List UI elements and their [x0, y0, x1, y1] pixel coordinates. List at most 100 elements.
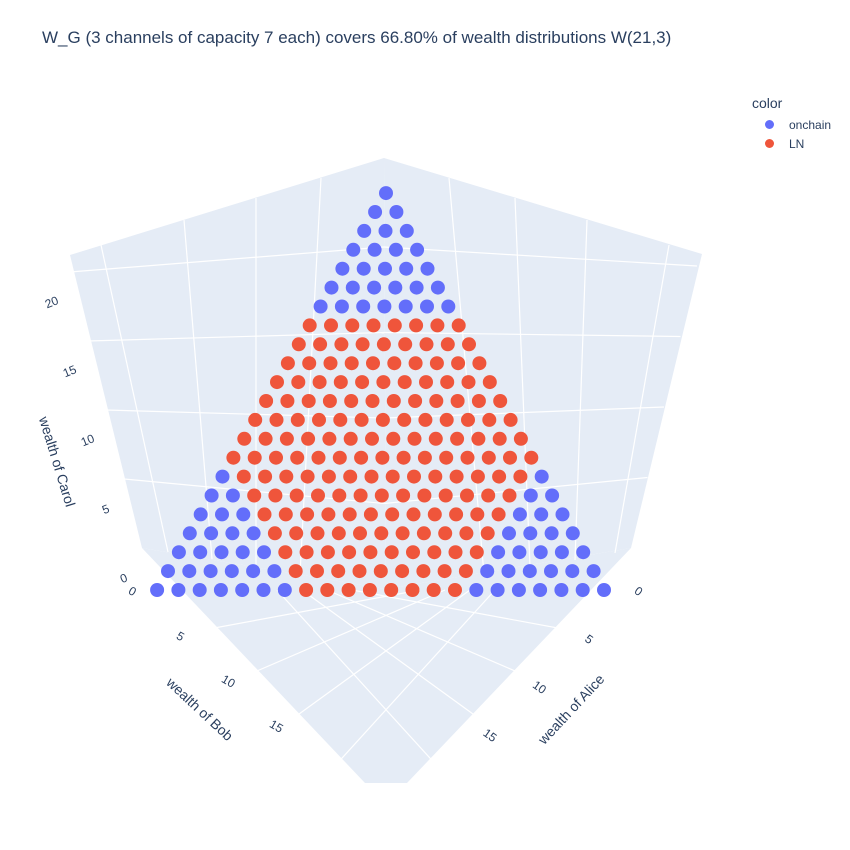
legend-title: color [752, 95, 783, 111]
point-ln [418, 412, 433, 427]
point-ln [375, 412, 390, 427]
legend-item-ln[interactable]: LN [752, 134, 831, 153]
point-ln [341, 583, 356, 597]
point-ln [437, 564, 452, 579]
gridline [287, 589, 471, 723]
point-onchain [502, 526, 516, 541]
gridline [351, 589, 575, 632]
point-onchain [224, 564, 239, 579]
point-onchain [545, 488, 560, 503]
point-ln [257, 507, 272, 522]
point-onchain [511, 583, 526, 597]
gridline [299, 177, 322, 575]
gridline [276, 589, 440, 769]
point-onchain [512, 545, 527, 560]
point-ln [362, 583, 377, 597]
point-ln [406, 545, 420, 560]
point-onchain [430, 280, 445, 295]
tick-label-carol: 0 [118, 570, 130, 586]
legend-item-onchain[interactable]: onchain [752, 115, 831, 134]
point-ln [280, 394, 295, 408]
point-ln [269, 412, 284, 427]
point-onchain [150, 583, 165, 597]
point-ln [503, 450, 517, 465]
point-ln [448, 583, 462, 597]
point-onchain [491, 545, 506, 560]
point-ln [342, 545, 357, 560]
point-onchain [213, 583, 228, 597]
point-ln [331, 526, 346, 541]
point-onchain [534, 507, 549, 522]
tick-label-carol: 20 [43, 293, 61, 311]
tick-label-bob: 5 [174, 629, 187, 645]
point-ln [323, 356, 338, 371]
point-onchain [378, 223, 393, 238]
point-ln [322, 431, 337, 446]
point-onchain [356, 299, 371, 314]
point-ln [312, 375, 327, 390]
point-onchain [379, 186, 393, 201]
point-onchain [555, 507, 570, 522]
gridline [574, 219, 588, 561]
point-onchain [204, 526, 219, 541]
point-ln [344, 394, 359, 408]
point-ln [502, 488, 517, 503]
point-onchain [313, 299, 328, 314]
point-onchain [215, 469, 230, 484]
point-ln [449, 507, 464, 522]
point-ln [355, 337, 370, 352]
point-onchain [161, 564, 175, 579]
scatter-points [150, 186, 611, 597]
point-ln [426, 583, 441, 597]
point-onchain [335, 261, 350, 276]
point-ln [313, 337, 328, 352]
point-ln [493, 394, 508, 408]
point-ln [311, 488, 325, 503]
point-ln [332, 488, 347, 503]
point-ln [384, 583, 399, 597]
tick-label-alice: 15 [480, 726, 499, 745]
point-onchain [246, 526, 261, 541]
point-onchain [225, 488, 240, 503]
gridline [383, 246, 698, 267]
point-ln [416, 564, 431, 579]
axis-ticks: 0 5 10 15 20 0 5 10 15 0 5 10 15 [43, 293, 646, 745]
tick-label-bob: 15 [267, 717, 286, 736]
point-ln [405, 583, 420, 597]
point-ln [471, 431, 486, 446]
point-onchain [554, 583, 569, 597]
point-onchain [399, 261, 414, 276]
point-ln [458, 564, 473, 579]
point-ln [438, 526, 453, 541]
point-ln [513, 469, 528, 484]
point-ln [289, 488, 304, 503]
point-ln [321, 469, 336, 484]
point-ln [333, 412, 348, 427]
point-onchain [204, 488, 219, 503]
point-onchain [334, 299, 349, 314]
point-ln [448, 545, 463, 560]
point-ln [226, 450, 241, 465]
point-ln [451, 356, 466, 371]
point-ln [237, 431, 252, 446]
point-onchain [544, 526, 559, 541]
point-ln [461, 412, 475, 427]
point-onchain [523, 526, 538, 541]
point-onchain [480, 564, 495, 579]
point-ln [417, 488, 432, 503]
point-onchain [256, 583, 271, 597]
point-ln [427, 545, 442, 560]
gridline [242, 589, 446, 678]
point-ln [438, 488, 453, 503]
point-onchain [522, 564, 537, 579]
point-ln [324, 318, 338, 333]
point-ln [365, 431, 379, 446]
point-ln [310, 526, 325, 541]
point-ln [258, 431, 273, 446]
point-ln [491, 507, 506, 522]
point-ln [321, 507, 336, 522]
point-ln [353, 488, 368, 503]
point-onchain [399, 223, 414, 238]
legend[interactable]: color onchain LN [752, 95, 831, 153]
